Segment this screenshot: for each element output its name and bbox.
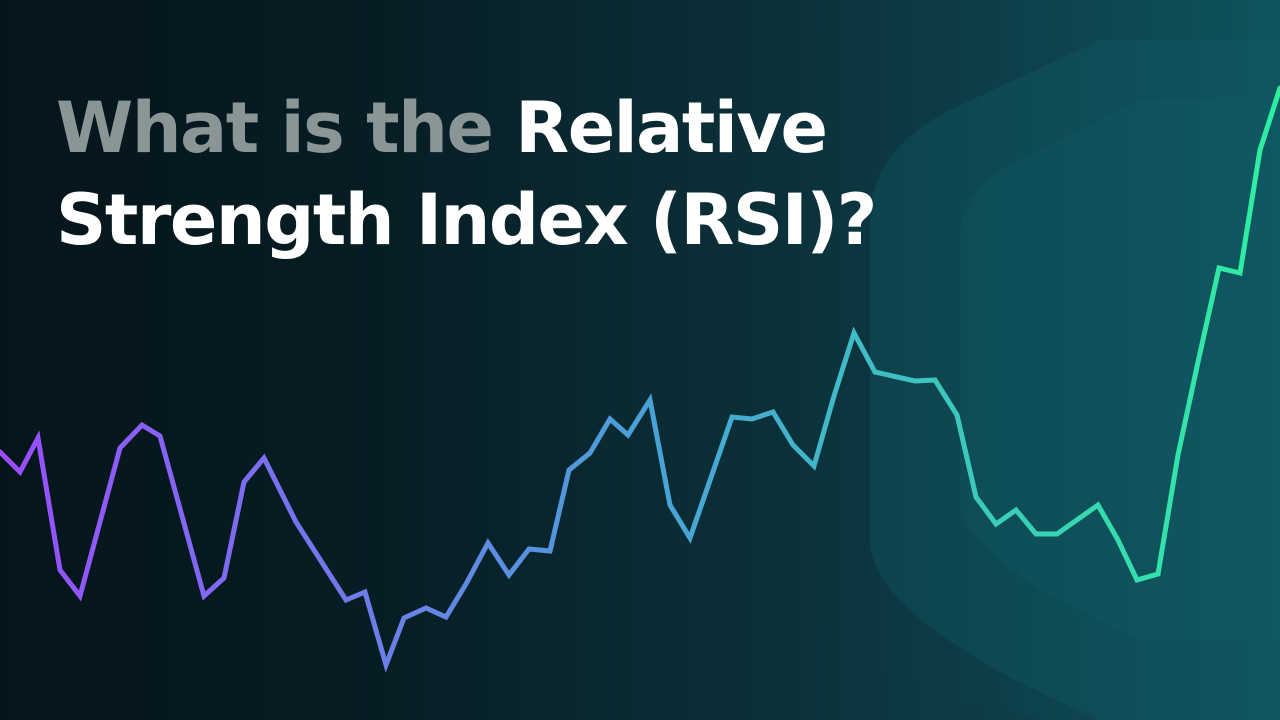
page-title: What is the Relative Strength Index (RSI…: [56, 82, 877, 266]
title-emphasis-line1: Relative: [515, 87, 828, 169]
title-prefix: What is the: [56, 87, 516, 169]
title-emphasis-line2: Strength Index (RSI)?: [56, 179, 877, 261]
rsi-line-path: [0, 85, 1280, 673]
